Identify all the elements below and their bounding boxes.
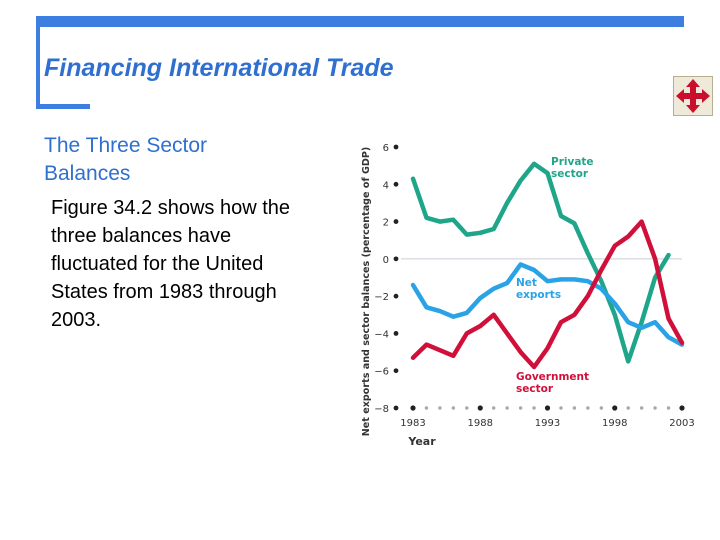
x-minor-tick bbox=[572, 406, 577, 410]
section-heading: The Three Sector Balances bbox=[44, 132, 344, 188]
x-tick-label: 1988 bbox=[468, 418, 493, 429]
y-tick-label: 4 bbox=[383, 180, 389, 191]
x-tick-label: 1998 bbox=[602, 418, 627, 429]
x-minor-tick bbox=[424, 406, 429, 410]
body-line: 2003. bbox=[51, 309, 102, 331]
y-tick-label: −8 bbox=[374, 404, 389, 415]
x-tick-label: 1993 bbox=[535, 418, 560, 429]
x-major-tick bbox=[477, 405, 483, 411]
x-minor-tick bbox=[653, 406, 657, 410]
move-arrows-glyph bbox=[676, 79, 710, 113]
x-minor-tick bbox=[438, 406, 442, 410]
x-major-tick bbox=[410, 405, 416, 411]
x-major-tick bbox=[679, 405, 685, 411]
body-paragraph: Figure 34.2 shows how the three balances… bbox=[51, 194, 351, 334]
title-bar-top bbox=[36, 16, 684, 27]
series-line bbox=[410, 161, 671, 364]
body-line: three balances have bbox=[51, 225, 232, 247]
series-label: sector bbox=[516, 383, 554, 395]
body-line: Figure 34.2 shows how the bbox=[51, 197, 291, 219]
x-minor-tick bbox=[666, 406, 671, 410]
y-axis-title: Net exports and sector balances (percent… bbox=[361, 147, 372, 436]
heading-line: Balances bbox=[44, 162, 131, 185]
x-minor-tick bbox=[492, 406, 496, 410]
x-minor-tick bbox=[532, 406, 536, 410]
title-bar-left bbox=[36, 16, 40, 108]
series-label: exports bbox=[516, 289, 561, 301]
y-tick-label: −2 bbox=[374, 292, 389, 303]
x-axis-title: Year bbox=[407, 435, 436, 448]
x-minor-tick bbox=[451, 406, 456, 410]
x-minor-tick bbox=[586, 406, 590, 410]
series-label: sector bbox=[551, 168, 589, 180]
x-minor-tick bbox=[465, 406, 469, 410]
y-tick-label: 0 bbox=[383, 255, 389, 266]
y-tick-label: −6 bbox=[374, 367, 389, 378]
y-tick-label: −4 bbox=[374, 329, 389, 340]
slide-title: Financing International Trade bbox=[44, 54, 394, 82]
body-line: States from 1983 through bbox=[51, 281, 277, 303]
series-line bbox=[410, 262, 685, 347]
y-tick-label: 6 bbox=[383, 143, 389, 154]
y-tick-dot bbox=[393, 293, 399, 299]
series-line bbox=[410, 219, 685, 370]
x-minor-tick bbox=[559, 406, 563, 410]
y-tick-dot bbox=[393, 181, 399, 187]
heading-line: The Three Sector bbox=[44, 134, 208, 157]
x-minor-tick bbox=[518, 406, 523, 410]
series-label: Net bbox=[516, 277, 537, 289]
x-tick-label: 2003 bbox=[669, 418, 694, 429]
y-tick-dot bbox=[393, 256, 399, 262]
x-major-tick bbox=[612, 405, 618, 411]
y-tick-dot bbox=[393, 144, 399, 150]
series-label: Private bbox=[551, 156, 594, 168]
x-minor-tick bbox=[626, 406, 630, 410]
y-tick-dot bbox=[393, 331, 399, 336]
title-underline bbox=[36, 104, 90, 109]
sector-balances-chart: 6 4 2 0 −2 −4 −6 −8 1983 1988 1993 1998 2003 Year Net … bbox=[361, 143, 695, 448]
move-arrows-icon[interactable] bbox=[673, 76, 713, 116]
y-tick-dot bbox=[393, 405, 399, 411]
y-tick-dot bbox=[393, 368, 399, 374]
x-minor-tick bbox=[639, 406, 644, 410]
x-tick-label: 1983 bbox=[400, 418, 425, 429]
x-minor-tick bbox=[599, 406, 603, 410]
x-minor-tick bbox=[505, 406, 509, 410]
series-label: Government bbox=[516, 371, 589, 383]
y-tick-dot bbox=[393, 219, 399, 224]
x-major-tick bbox=[544, 405, 551, 411]
body-line: fluctuated for the United bbox=[51, 253, 264, 275]
y-tick-label: 2 bbox=[383, 218, 389, 229]
